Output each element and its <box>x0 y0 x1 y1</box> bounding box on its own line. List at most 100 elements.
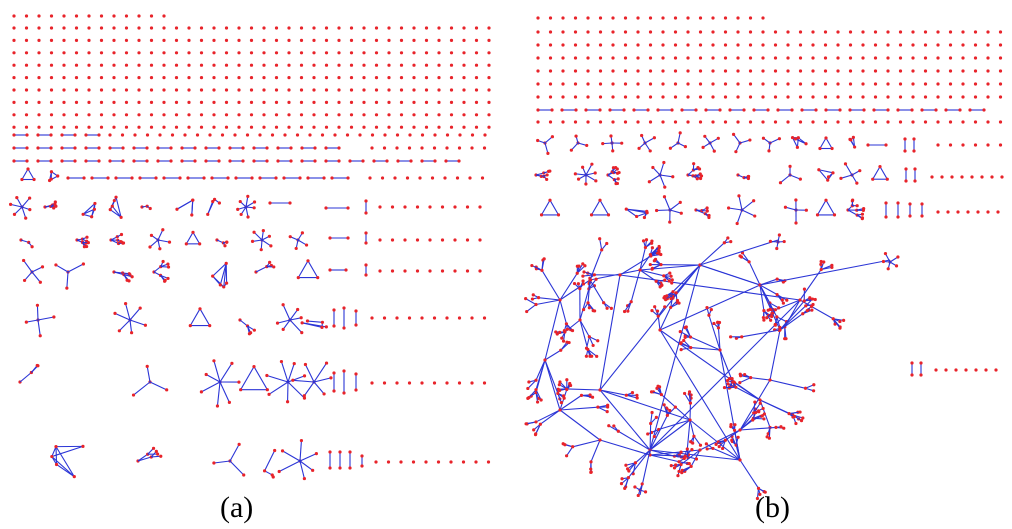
graph-node <box>287 125 291 129</box>
graph-edge <box>750 377 771 381</box>
graph-node <box>328 466 332 470</box>
graph-node <box>611 43 615 47</box>
graph-node <box>861 69 865 73</box>
graph-node <box>848 43 853 47</box>
graph-node <box>268 260 272 264</box>
graph-node <box>12 26 16 30</box>
graph-node <box>650 410 654 415</box>
graph-node <box>936 95 940 99</box>
graph-node <box>268 201 272 205</box>
graph-node <box>49 159 53 163</box>
graph-edge <box>659 162 665 176</box>
graph-node <box>986 56 990 60</box>
graph-edge <box>591 199 601 216</box>
graph-node <box>12 51 16 55</box>
graph-node <box>661 95 665 99</box>
graph-node <box>831 171 835 175</box>
graph-node <box>656 314 660 318</box>
graph-node <box>85 235 89 239</box>
graph-edge <box>219 381 230 403</box>
graph-node <box>578 318 582 322</box>
graph-node <box>224 113 229 117</box>
graph-edge <box>207 201 214 215</box>
graph-node <box>187 88 191 92</box>
graph-edge <box>55 446 75 477</box>
graph-node <box>598 82 603 86</box>
graph-node <box>99 51 104 55</box>
graph-node <box>548 16 553 20</box>
graph-edge <box>176 199 194 210</box>
graph-node <box>382 316 387 320</box>
graph-node <box>114 176 118 180</box>
graph-node <box>548 120 553 124</box>
graph-node <box>728 108 732 112</box>
graph-node <box>848 95 853 99</box>
graph-node <box>287 88 291 92</box>
graph-edge <box>735 386 761 401</box>
graph-node <box>262 469 267 473</box>
graph-node <box>119 232 124 237</box>
graph-node <box>35 363 39 368</box>
graph-node <box>727 206 731 210</box>
graph-edge <box>540 409 561 425</box>
graph-node <box>47 178 52 183</box>
graph-node <box>787 412 791 416</box>
graph-node <box>855 204 859 208</box>
graph-node <box>757 409 761 413</box>
graph-node <box>119 215 123 219</box>
graph-node <box>237 88 241 92</box>
graph-node <box>12 88 16 92</box>
graph-node <box>777 306 781 310</box>
graph-node <box>167 240 172 244</box>
graph-node <box>766 108 770 112</box>
graph-edge <box>544 299 561 361</box>
graph-node <box>288 235 292 239</box>
graph-edge <box>674 455 685 459</box>
graph-node <box>395 316 399 320</box>
graph-node <box>920 202 924 206</box>
graph-node <box>362 26 366 30</box>
graph-node <box>836 82 840 86</box>
graph-node <box>184 242 188 246</box>
graph-node <box>682 456 686 461</box>
graph-edge <box>599 199 609 216</box>
graph-node <box>773 82 778 86</box>
graph-node <box>12 159 16 163</box>
graph-node <box>349 100 354 104</box>
graph-node <box>565 340 569 344</box>
graph-node <box>49 76 54 80</box>
graph-edge <box>575 173 587 176</box>
graph-node <box>399 113 404 117</box>
graph-node <box>108 159 112 163</box>
graph-node <box>482 316 487 320</box>
graph-node <box>265 388 269 392</box>
graph-node <box>22 258 26 263</box>
graph-node <box>923 69 928 73</box>
graph-node <box>605 410 609 414</box>
graph-node <box>564 322 569 326</box>
graph-node <box>611 16 615 20</box>
graph-edge <box>657 316 661 331</box>
graph-node <box>378 238 382 242</box>
graph-node <box>653 257 658 261</box>
graph-node <box>399 100 404 104</box>
graph-node <box>487 63 491 67</box>
graph-edge <box>297 260 309 278</box>
graph-edge <box>805 298 813 307</box>
graph-node <box>735 221 739 226</box>
graph-node <box>819 267 823 272</box>
graph-node <box>314 452 318 456</box>
graph-node <box>581 279 585 283</box>
graph-node <box>162 38 166 43</box>
graph-node <box>679 341 683 345</box>
graph-node <box>306 176 310 180</box>
panel-b-graph <box>524 16 1004 501</box>
graph-edge <box>525 298 537 305</box>
graph-edge <box>649 415 668 451</box>
graph-node <box>605 306 609 310</box>
graph-node <box>986 82 990 86</box>
graph-node <box>970 175 974 179</box>
graph-edge <box>649 454 686 457</box>
graph-node <box>911 30 915 34</box>
graph-node <box>753 214 757 218</box>
